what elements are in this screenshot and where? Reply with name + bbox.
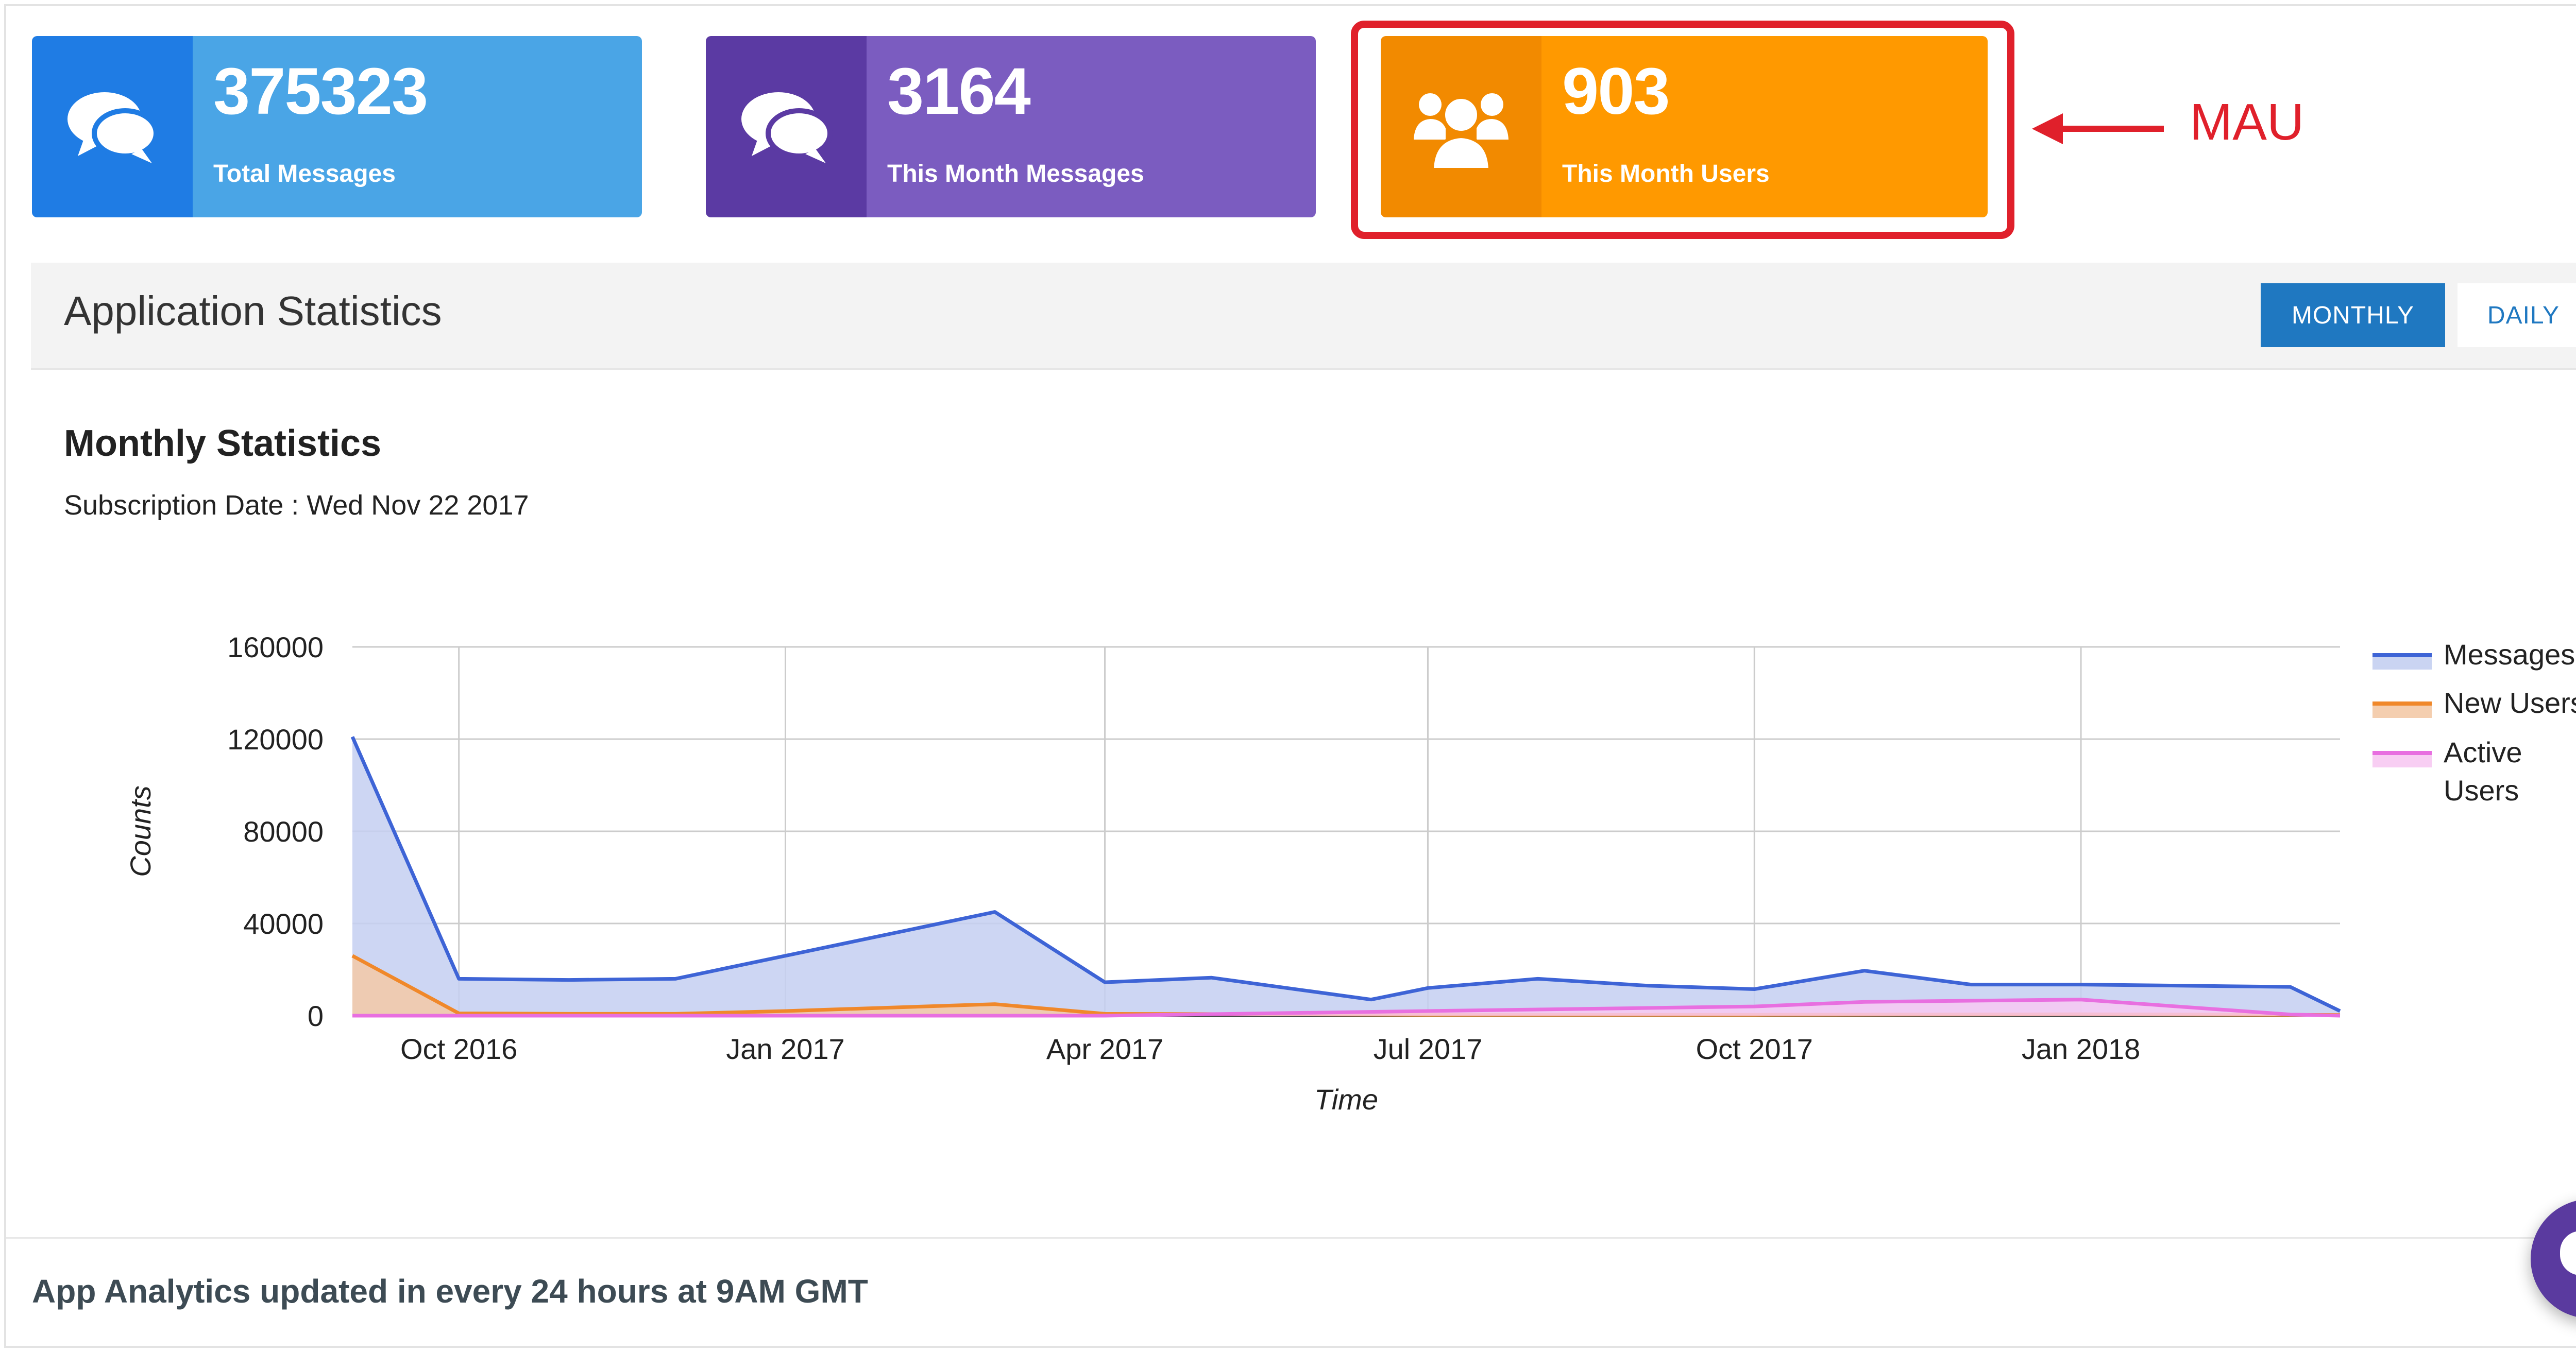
series-area-0	[352, 737, 2340, 1016]
x-axis-title: Time	[1314, 1083, 1378, 1116]
stat-label: This Month Users	[1562, 160, 1770, 187]
subscription-date: Subscription Date : Wed Nov 22 2017	[64, 490, 529, 521]
card-icon-box	[706, 36, 867, 217]
x-tick-label: Jan 2018	[2022, 1033, 2140, 1065]
stats-header: Application Statistics MONTHLY DAILY	[31, 263, 2576, 370]
footer-divider	[6, 1237, 2576, 1239]
card-body: 375323 Total Messages	[193, 36, 642, 217]
x-tick-label: Oct 2016	[400, 1033, 517, 1065]
y-axis-title: Counts	[124, 785, 157, 877]
legend-label-1: New Users	[2444, 687, 2576, 719]
x-tick-label: Apr 2017	[1046, 1033, 1163, 1065]
x-tick-label: Jul 2017	[1374, 1033, 1483, 1065]
legend-swatch-0	[2372, 655, 2432, 670]
chart-grid	[352, 646, 2340, 1017]
page-frame	[4, 4, 2576, 1348]
series-line-2	[352, 998, 2341, 1018]
legend-swatch-1	[2372, 704, 2432, 718]
monthly-button[interactable]: MONTHLY	[2261, 283, 2445, 347]
stat-label: This Month Messages	[887, 160, 1144, 187]
daily-button[interactable]: DAILY	[2458, 283, 2576, 347]
stat-value: 3164	[887, 55, 1031, 128]
y-tick-label: 80000	[243, 815, 324, 848]
legend-label-2: Active Users	[2444, 736, 2522, 807]
card-icon-box	[1381, 36, 1541, 217]
legend-label-0: Messages	[2444, 638, 2575, 671]
card-icon-box	[32, 36, 193, 217]
y-tick-label: 40000	[243, 908, 324, 940]
chat-bubble-icon	[2560, 1231, 2576, 1275]
chart-series	[350, 736, 2341, 1018]
stat-label: Total Messages	[213, 160, 396, 187]
chat-bubbles-icon	[741, 92, 833, 163]
card-body: 903 This Month Users	[1541, 36, 1988, 217]
legend-swatch-2	[2372, 753, 2432, 767]
y-tick-label: 120000	[227, 723, 324, 756]
month-users-card[interactable]: 903 This Month Users	[1381, 36, 1988, 217]
stat-value: 903	[1562, 55, 1670, 128]
mau-highlight-box	[1351, 21, 2014, 239]
x-tick-label: Oct 2017	[1696, 1033, 1813, 1065]
month-messages-card[interactable]: 3164 This Month Messages	[706, 36, 1316, 217]
card-body: 3164 This Month Messages	[867, 36, 1316, 217]
chart-axes: 0 40000 80000 120000 160000 Oct 2016 Jan 2017 A…	[124, 631, 2140, 1116]
chart-legend: Messages New Users Active Users	[2372, 638, 2576, 807]
stat-value: 375323	[213, 55, 428, 128]
section-title: Application Statistics	[64, 288, 442, 334]
chart-title: Monthly Statistics	[64, 423, 382, 464]
y-tick-label: 160000	[227, 631, 324, 663]
mau-annotation-label: MAU	[2190, 93, 2304, 151]
x-tick-label: Jan 2017	[726, 1033, 844, 1065]
arrow-left-icon	[2032, 113, 2164, 144]
y-tick-label: 0	[308, 1000, 324, 1032]
footer-note: App Analytics updated in every 24 hours …	[32, 1273, 868, 1310]
users-group-icon	[1414, 93, 1509, 170]
monthly-statistics-chart: 0 40000 80000 120000 160000 Oct 2016 Jan 2017 A…	[124, 631, 2576, 1116]
chat-bubbles-icon	[67, 92, 159, 163]
total-messages-card[interactable]: 375323 Total Messages	[32, 36, 642, 217]
series-line-0	[350, 736, 2341, 1013]
